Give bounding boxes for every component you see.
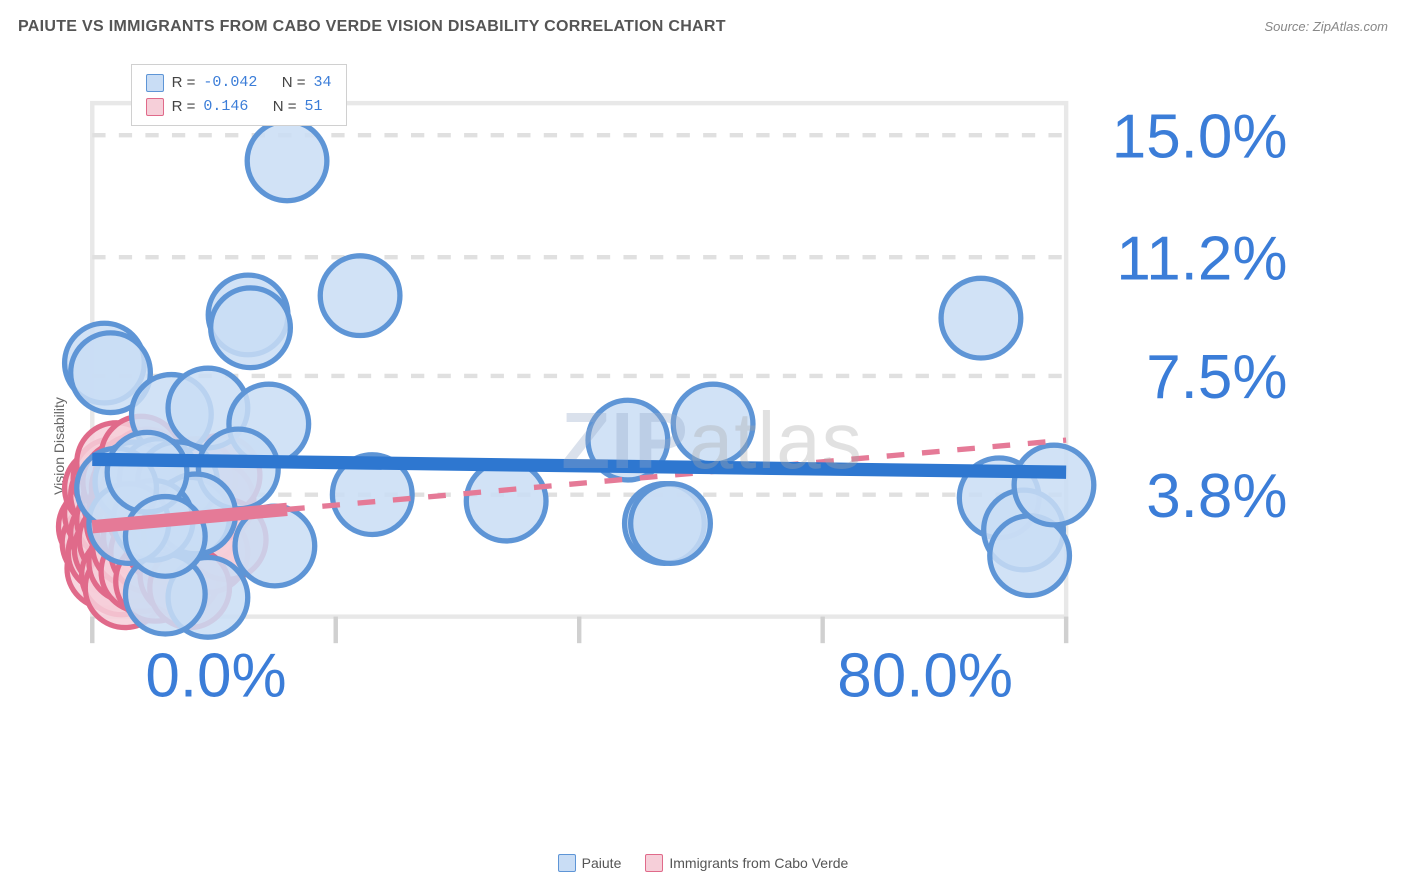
svg-text:11.2%: 11.2%	[1116, 224, 1287, 293]
svg-text:3.8%: 3.8%	[1146, 462, 1287, 531]
legend-item-cabo-verde: Immigrants from Cabo Verde	[645, 854, 848, 872]
legend-label-cabo-verde: Immigrants from Cabo Verde	[669, 855, 848, 871]
swatch-cabo-verde	[146, 98, 164, 116]
correlation-row-2: R = 0.146 N = 51	[146, 95, 332, 119]
legend-item-paiute: Paiute	[558, 854, 622, 872]
swatch-cabo-verde-icon	[645, 854, 663, 872]
source-credit: Source: ZipAtlas.com	[1264, 19, 1388, 34]
correlation-row-1: R = -0.042 N = 34	[146, 71, 332, 95]
legend-label-paiute: Paiute	[582, 855, 622, 871]
svg-text:80.0%: 80.0%	[837, 641, 1013, 710]
series-legend: Paiute Immigrants from Cabo Verde	[0, 854, 1406, 872]
swatch-paiute-icon	[558, 854, 576, 872]
scatter-plot: 3.8% 7.5% 11.2% 15.0% 0.0% 80.0%	[48, 50, 1376, 714]
plot-area: 3.8%7.5%11.2%15.0%0.0%80.0% ZIPatlas R =…	[48, 50, 1376, 832]
chart-title: PAIUTE VS IMMIGRANTS FROM CABO VERDE VIS…	[18, 18, 726, 36]
svg-text:0.0%: 0.0%	[145, 641, 286, 710]
swatch-paiute	[146, 74, 164, 92]
svg-text:15.0%: 15.0%	[1112, 102, 1288, 171]
correlation-legend: R = -0.042 N = 34 R = 0.146 N = 51	[131, 64, 347, 126]
svg-text:7.5%: 7.5%	[1146, 343, 1287, 412]
